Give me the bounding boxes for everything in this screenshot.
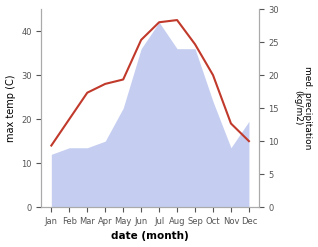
Y-axis label: med. precipitation
(kg/m2): med. precipitation (kg/m2) xyxy=(293,66,313,150)
Y-axis label: max temp (C): max temp (C) xyxy=(5,74,16,142)
X-axis label: date (month): date (month) xyxy=(111,231,189,242)
